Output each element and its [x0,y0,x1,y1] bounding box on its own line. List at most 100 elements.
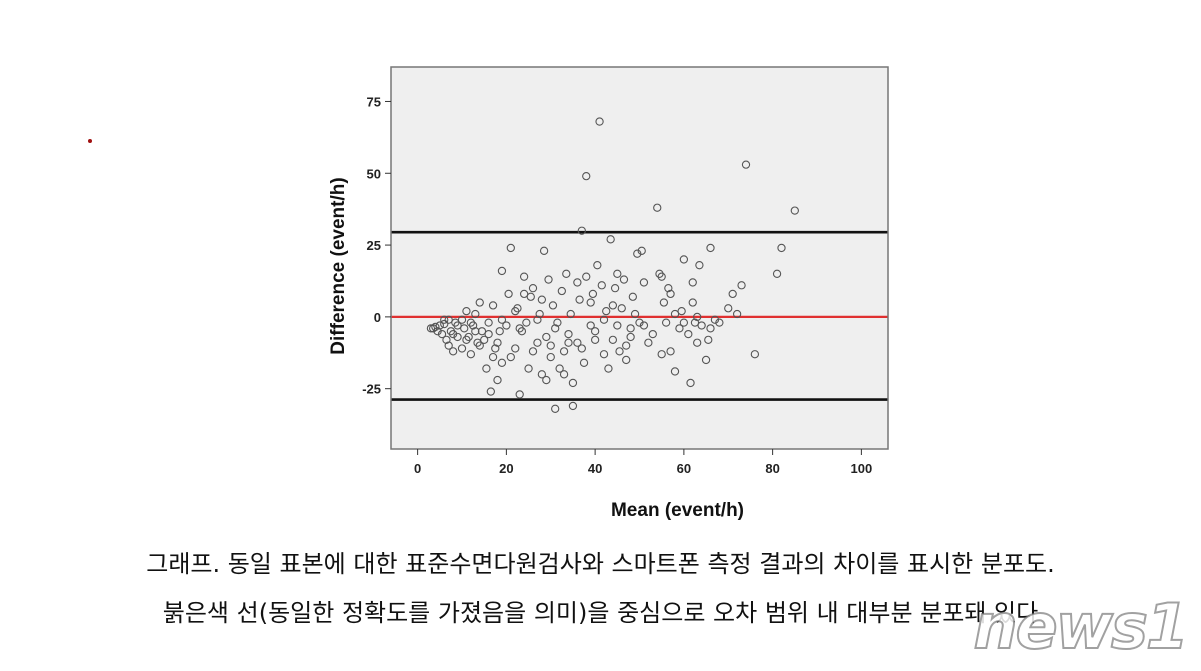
y-axis-title: Difference (event/h) [328,177,349,354]
data-point [693,338,702,347]
data-point [568,401,578,411]
caption-line-1: 그래프. 동일 표본에 대한 표준수면다원검사와 스마트폰 측정 결과의 차이를… [146,550,1055,578]
data-point [617,304,626,313]
y-tick-label: 75 [367,94,381,109]
data-point [608,301,618,310]
data-point [453,321,462,330]
data-point [715,318,724,327]
data-point [659,298,669,307]
data-point [506,243,515,253]
data-point [433,327,442,336]
data-point [557,286,566,296]
data-point [546,352,555,362]
plot-frame [390,66,889,450]
data-point [462,335,471,345]
data-point [610,284,620,293]
data-point [657,350,666,359]
data-point [460,324,469,333]
data-point [637,246,646,255]
data-point [710,315,720,324]
data-point [511,344,520,353]
data-point [539,246,549,255]
data-point [562,269,571,278]
data-point [737,281,746,290]
data-point [688,298,697,307]
data-point [648,329,657,339]
data-point [732,309,742,319]
data-point [588,289,598,299]
data-point [750,350,760,359]
data-point [688,278,697,287]
data-point [664,284,673,293]
data-point [488,301,498,310]
data-point [777,243,786,253]
data-point [471,309,480,319]
news1-watermark-logo: news1 [972,589,1190,664]
x-axis-title: Mean (event/h) [611,500,744,521]
data-point [480,335,489,345]
data-point [568,378,578,388]
data-point [488,352,498,362]
data-point [528,347,538,356]
data-point [577,226,586,235]
data-point [686,378,695,388]
data-point [475,298,484,307]
data-point [453,332,462,342]
data-point [429,324,438,333]
data-point [706,324,715,333]
data-point [626,324,635,333]
data-point [559,370,569,379]
data-point [599,350,609,359]
data-point [613,269,622,278]
data-point [675,324,684,333]
data-point [639,278,649,287]
data-point [515,390,524,399]
data-point [666,289,675,299]
x-tick-label: 40 [588,461,602,476]
data-points [426,117,799,413]
data-point [635,318,644,327]
y-tick-label: 25 [367,238,381,253]
y-tick-label: 0 [374,310,381,325]
data-point [633,249,642,258]
x-tick-label: 0 [414,461,421,476]
data-point [579,358,589,367]
data-point [502,321,511,330]
data-point [704,335,713,345]
data-point [497,315,507,324]
data-point [586,321,595,330]
data-point [577,344,586,353]
data-point [661,318,671,327]
data-point [602,306,611,316]
data-point [724,304,733,313]
data-point [599,315,609,324]
stray-mark [88,139,92,143]
data-point [493,338,502,347]
data-point [542,375,551,385]
data-point [679,255,689,264]
data-point [564,329,573,339]
data-point [440,315,449,324]
data-point [435,321,444,330]
data-point [497,358,507,367]
data-point [440,319,449,329]
data-point [546,341,555,350]
data-point [544,275,553,284]
data-point [493,375,502,385]
data-point [670,309,680,319]
data-point [551,404,560,413]
data-point [548,301,558,310]
data-point [457,315,467,324]
data-point [666,347,675,356]
x-tick-label: 20 [499,461,513,476]
data-point [615,347,624,356]
data-point [626,332,635,342]
data-point [677,306,686,316]
data-point [595,117,604,126]
data-point [657,272,666,281]
data-point [582,272,591,281]
data-point [772,269,782,278]
data-point [684,329,693,339]
data-point [551,324,560,333]
data-point [573,278,582,287]
